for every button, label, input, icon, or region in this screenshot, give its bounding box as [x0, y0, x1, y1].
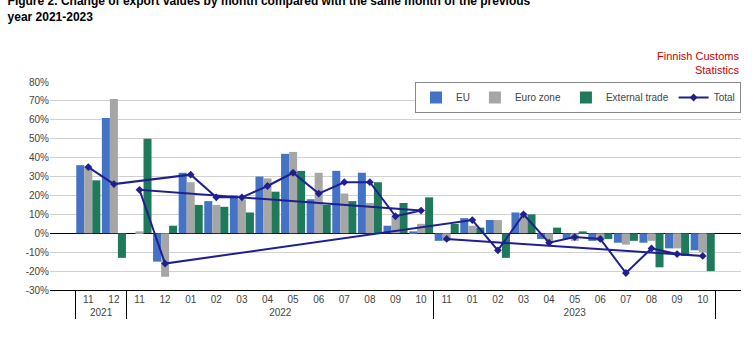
svg-text:11: 11 [83, 294, 94, 305]
svg-text:10: 10 [697, 294, 709, 305]
svg-text:30%: 30% [29, 171, 49, 182]
svg-text:0%: 0% [35, 228, 50, 239]
svg-text:Finnish CustomsStatistics: Finnish CustomsStatistics [657, 50, 739, 76]
svg-text:11: 11 [442, 294, 453, 305]
svg-text:80%: 80% [29, 77, 49, 88]
svg-text:50%: 50% [29, 133, 49, 144]
svg-text:EU: EU [456, 92, 470, 103]
svg-text:2021: 2021 [90, 307, 113, 318]
svg-text:External trade: External trade [606, 92, 669, 103]
svg-text:70%: 70% [29, 95, 49, 106]
svg-text:01: 01 [185, 294, 197, 305]
svg-text:03: 03 [236, 294, 248, 305]
svg-text:60%: 60% [29, 114, 49, 125]
svg-text:06: 06 [595, 294, 607, 305]
svg-text:40%: 40% [29, 152, 49, 163]
svg-text:02: 02 [492, 294, 504, 305]
svg-text:Euro zone: Euro zone [515, 92, 561, 103]
svg-text:06: 06 [313, 294, 325, 305]
svg-text:-30%: -30% [26, 285, 49, 296]
svg-text:11: 11 [134, 294, 145, 305]
svg-text:07: 07 [339, 294, 351, 305]
svg-text:09: 09 [390, 294, 402, 305]
svg-text:05: 05 [569, 294, 581, 305]
svg-text:04: 04 [262, 294, 274, 305]
svg-text:-20%: -20% [26, 266, 49, 277]
svg-text:Figure 2. Change of export val: Figure 2. Change of export values by mon… [8, 0, 531, 24]
svg-text:-10%: -10% [26, 247, 49, 258]
svg-text:08: 08 [646, 294, 658, 305]
svg-text:Total: Total [714, 92, 735, 103]
svg-text:02: 02 [211, 294, 223, 305]
svg-text:12: 12 [160, 294, 172, 305]
svg-text:09: 09 [672, 294, 684, 305]
svg-text:03: 03 [518, 294, 530, 305]
svg-text:20%: 20% [29, 190, 49, 201]
svg-text:10: 10 [416, 294, 428, 305]
svg-text:04: 04 [544, 294, 556, 305]
svg-text:01: 01 [467, 294, 479, 305]
svg-text:2022: 2022 [269, 307, 292, 318]
svg-text:05: 05 [288, 294, 300, 305]
svg-text:10%: 10% [29, 209, 49, 220]
svg-text:08: 08 [364, 294, 376, 305]
svg-text:12: 12 [108, 294, 120, 305]
svg-text:07: 07 [620, 294, 632, 305]
svg-text:2023: 2023 [564, 307, 587, 318]
